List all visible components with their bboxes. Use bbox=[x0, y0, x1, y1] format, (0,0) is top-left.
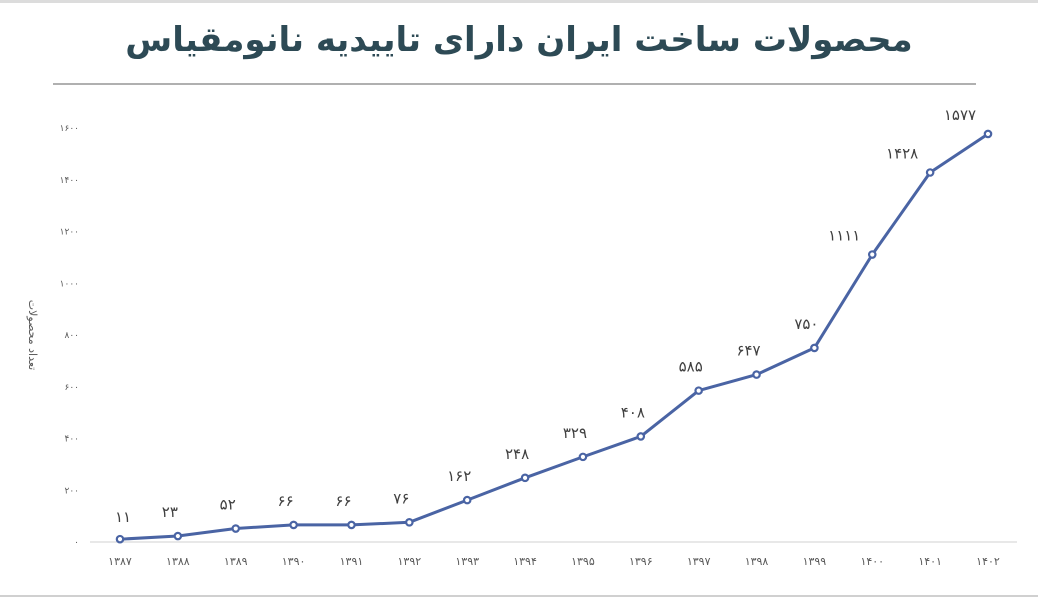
y-axis-title-text: تعداد محصولات bbox=[26, 300, 39, 370]
y-axis-title: تعداد محصولات bbox=[26, 300, 39, 370]
data-point-marker bbox=[289, 520, 298, 530]
y-tick-label: ۱۶۰۰ bbox=[60, 124, 79, 134]
x-tick-label: ۱۳۹۴ bbox=[513, 555, 537, 568]
data-point-marker bbox=[405, 518, 414, 527]
x-tick-label: ۱۳۹۲ bbox=[398, 555, 422, 568]
y-tick-label: ۶۰۰ bbox=[64, 383, 79, 393]
x-tick-label: ۱۳۹۸ bbox=[745, 555, 769, 568]
y-tick-label: ۱۲۰۰ bbox=[60, 228, 79, 238]
y-tick-label: ۴۰۰ bbox=[64, 435, 79, 445]
data-point-marker bbox=[810, 343, 819, 353]
data-label: ۲۴۸ bbox=[505, 445, 529, 463]
x-tick-label: ۱۴۰۰ bbox=[860, 555, 884, 568]
data-label: ۷۵۰ bbox=[794, 315, 818, 333]
series-line bbox=[119, 132, 989, 541]
x-tick-label: ۱۳۸۸ bbox=[166, 555, 190, 568]
chart-title: محصولات ساخت ایران دارای تاییدیه نانومقی… bbox=[125, 20, 913, 60]
data-label: ۲۳ bbox=[162, 503, 178, 521]
data-label: ۶۴۷ bbox=[736, 342, 760, 360]
x-tick-label: ۱۳۹۱ bbox=[340, 555, 364, 568]
data-point-marker bbox=[983, 129, 993, 139]
top-border bbox=[0, 0, 1038, 3]
data-label: ۱۵۷۷ bbox=[944, 106, 976, 124]
y-tick-label: ۱۰۰۰ bbox=[60, 279, 79, 289]
data-point-marker bbox=[173, 531, 183, 541]
x-tick-label: ۱۳۸۷ bbox=[108, 555, 132, 568]
x-axis-ticks: ۱۳۸۷ ۱۳۸۸ ۱۳۸۹ ۱۳۹۰ ۱۳۹۱ ۱۳۹۲ ۱۳۹۳ ۱۳۹۴ ۱۳۹۵ ۱۳۹۶… bbox=[108, 555, 1000, 568]
data-label: ۵۸۵ bbox=[679, 358, 703, 376]
data-point-marker bbox=[578, 452, 588, 462]
data-point-marker bbox=[867, 250, 877, 259]
y-tick-label: ۰ bbox=[74, 538, 79, 548]
x-tick-label: ۱۳۹۶ bbox=[629, 555, 653, 568]
data-point-marker bbox=[347, 520, 356, 530]
title-divider bbox=[53, 83, 976, 85]
data-point-marker bbox=[231, 524, 241, 533]
data-label: ۱۴۲۸ bbox=[886, 145, 918, 163]
data-label: ۴۰۸ bbox=[621, 403, 645, 421]
x-tick-label: ۱۳۹۰ bbox=[282, 555, 306, 568]
data-point-marker bbox=[925, 168, 935, 177]
y-axis-ticks: ۰ ۲۰۰ ۴۰۰ ۶۰۰ ۸۰۰ ۱۰۰۰ ۱۲۰۰ ۱۴۰۰ ۱۶۰۰ bbox=[60, 124, 79, 548]
data-point-marker bbox=[752, 370, 761, 379]
data-label: ۱۱۱۱ bbox=[828, 227, 860, 245]
data-point-marker bbox=[462, 495, 472, 505]
data-point-marker bbox=[115, 534, 125, 544]
data-label: ۶۶ bbox=[278, 492, 294, 510]
x-tick-label: ۱۳۹۳ bbox=[455, 555, 479, 568]
data-point-marker bbox=[694, 386, 703, 395]
x-tick-label: ۱۴۰۲ bbox=[976, 555, 1000, 568]
data-label: ۱۱ bbox=[115, 508, 131, 526]
data-label: ۱۶۲ bbox=[447, 467, 471, 485]
data-markers bbox=[115, 129, 993, 544]
y-tick-label: ۲۰۰ bbox=[64, 486, 79, 496]
data-point-marker bbox=[520, 473, 530, 483]
x-tick-label: ۱۴۰۱ bbox=[918, 555, 942, 568]
x-tick-label: ۱۳۹۵ bbox=[571, 555, 595, 568]
data-labels: ۱۱ ۲۳ ۵۲ ۶۶ ۶۶ ۷۶ ۱۶۲ ۲۴۸ ۳۲۹ ۴۰۸ ۵۸۵ ۶۴۷ ۷۵۰ ۱۱۱۱ ۱۴۲… bbox=[115, 106, 976, 526]
x-tick-label: ۱۳۹۹ bbox=[803, 555, 827, 568]
data-label: ۷۶ bbox=[393, 489, 409, 507]
x-tick-label: ۱۳۹۷ bbox=[687, 555, 711, 568]
data-point-marker bbox=[636, 432, 646, 441]
x-tick-label: ۱۳۸۹ bbox=[224, 555, 248, 568]
y-tick-label: ۸۰۰ bbox=[64, 331, 79, 341]
y-tick-label: ۱۴۰۰ bbox=[60, 176, 79, 186]
data-label: ۳۲۹ bbox=[563, 424, 587, 442]
bottom-border bbox=[0, 595, 1038, 597]
data-label: ۵۲ bbox=[220, 496, 236, 514]
data-label: ۶۶ bbox=[335, 492, 351, 510]
